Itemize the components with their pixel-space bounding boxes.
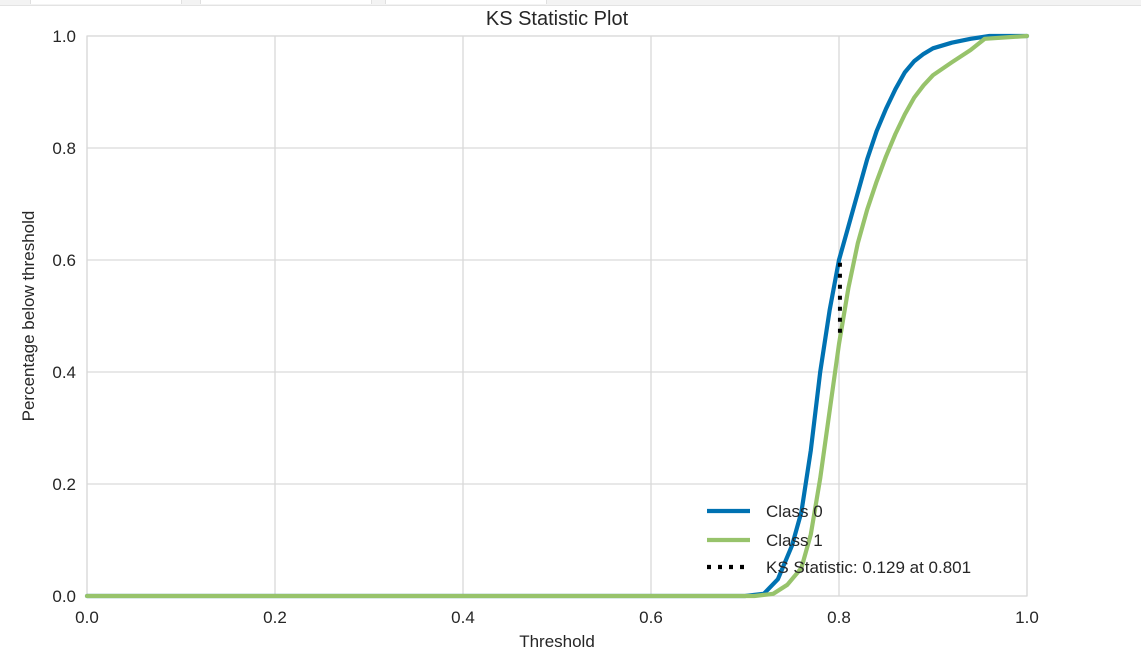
series-lines	[84, 33, 1030, 599]
x-tick-label: 0.0	[75, 608, 99, 627]
y-tick-label: 0.0	[52, 587, 76, 606]
series-line-class-1	[84, 33, 1030, 599]
x-tick-label: 0.4	[451, 608, 475, 627]
x-tick-label: 0.2	[263, 608, 287, 627]
chart-title: KS Statistic Plot	[486, 8, 629, 30]
y-tick-label: 0.6	[52, 251, 76, 270]
y-tick-label: 0.2	[52, 475, 76, 494]
x-tick-label: 1.0	[1015, 608, 1039, 627]
y-tick-label: 0.8	[52, 139, 76, 158]
y-tick-label: 1.0	[52, 27, 76, 46]
y-axis-label: Percentage below threshold	[19, 211, 38, 422]
series-line-class-0	[84, 33, 1030, 599]
tab-stub[interactable]	[200, 0, 372, 4]
tick-labels: 0.0 0.2 0.4 0.6 0.8 1.0 0.0 0.2 0.4 0.6 0.8 1.0	[52, 27, 1038, 627]
tab-stub[interactable]	[385, 0, 547, 4]
legend-item-class-0-label: Class 0	[766, 502, 823, 521]
x-tick-label: 0.6	[639, 608, 663, 627]
x-axis-label: Threshold	[519, 632, 595, 651]
x-tick-label: 0.8	[827, 608, 851, 627]
tab-stub[interactable]	[30, 0, 182, 4]
legend: Class 0 Class 1 KS Statistic: 0.129 at 0.8…	[707, 502, 971, 577]
tab-strip	[0, 0, 1141, 6]
plot-area	[86, 35, 1028, 597]
y-tick-label: 0.4	[52, 363, 76, 382]
legend-item-class-1-label: Class 1	[766, 531, 823, 550]
legend-item-ks-statistic-label: KS Statistic: 0.129 at 0.801	[766, 558, 971, 577]
